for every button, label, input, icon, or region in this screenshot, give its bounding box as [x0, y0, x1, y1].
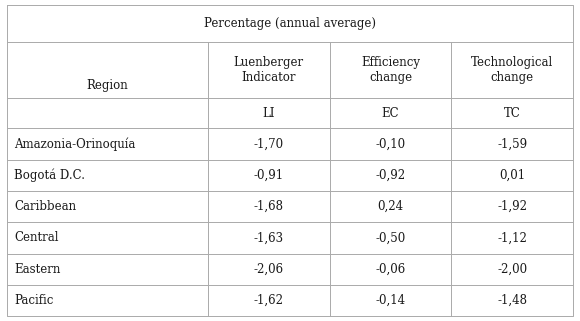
Text: -0,14: -0,14 [375, 294, 405, 307]
Text: -1,68: -1,68 [254, 200, 284, 213]
Text: Eastern: Eastern [14, 263, 60, 276]
Text: -0,50: -0,50 [375, 231, 405, 244]
Text: -1,92: -1,92 [497, 200, 527, 213]
Text: Region: Region [86, 79, 128, 91]
Text: -2,06: -2,06 [253, 263, 284, 276]
Text: -1,70: -1,70 [253, 138, 284, 151]
Text: -0,06: -0,06 [375, 263, 405, 276]
Text: EC: EC [382, 107, 399, 120]
Text: Caribbean: Caribbean [14, 200, 76, 213]
Text: Efficiency
change: Efficiency change [361, 56, 420, 84]
Text: -2,00: -2,00 [497, 263, 527, 276]
Text: -1,48: -1,48 [497, 294, 527, 307]
Text: -0,10: -0,10 [375, 138, 405, 151]
Text: Central: Central [14, 231, 59, 244]
Text: Technological
change: Technological change [471, 56, 553, 84]
Text: Bogotá D.C.: Bogotá D.C. [14, 169, 85, 182]
Text: -0,92: -0,92 [375, 169, 405, 182]
Text: -1,12: -1,12 [497, 231, 527, 244]
Text: -1,59: -1,59 [497, 138, 527, 151]
Text: Luenberger
Indicator: Luenberger Indicator [234, 56, 304, 84]
Text: Pacific: Pacific [14, 294, 53, 307]
Text: -0,91: -0,91 [253, 169, 284, 182]
Text: TC: TC [504, 107, 521, 120]
Text: LI: LI [263, 107, 275, 120]
Text: Percentage (annual average): Percentage (annual average) [204, 17, 376, 30]
Text: -1,62: -1,62 [254, 294, 284, 307]
Text: -1,63: -1,63 [253, 231, 284, 244]
Text: 0,24: 0,24 [378, 200, 404, 213]
Text: Amazonia-Orinoquía: Amazonia-Orinoquía [14, 137, 135, 151]
Text: 0,01: 0,01 [499, 169, 525, 182]
